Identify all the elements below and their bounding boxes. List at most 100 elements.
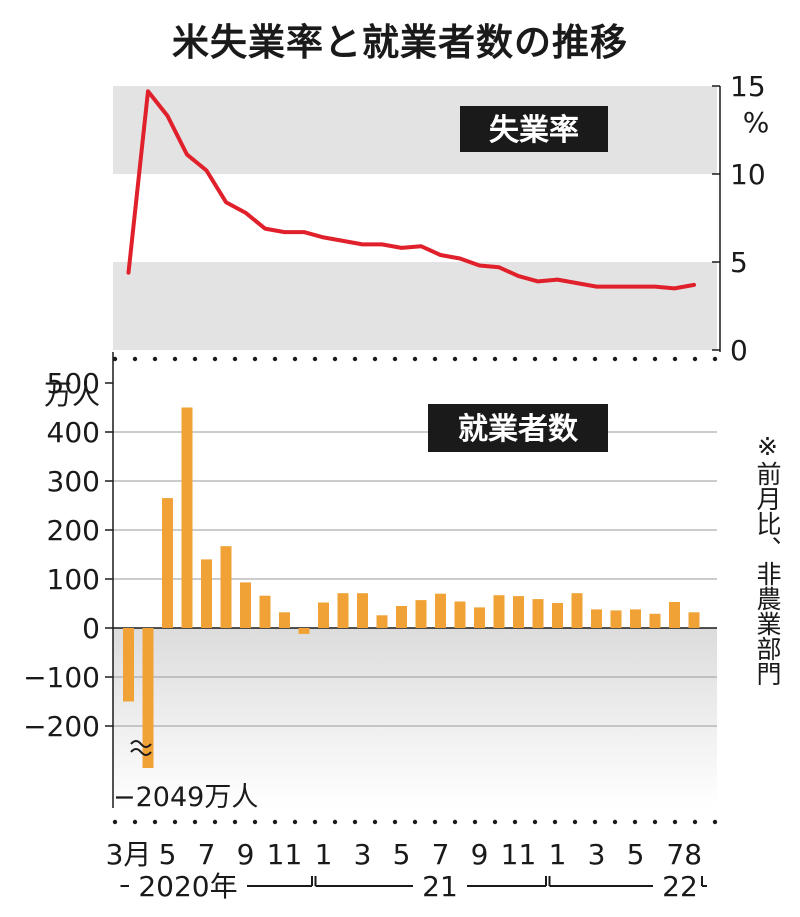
separator-dot	[532, 819, 538, 825]
separator-dot	[552, 819, 558, 825]
separator-dot	[612, 819, 618, 825]
x-month-label: 3	[354, 838, 372, 871]
negative-region	[113, 628, 717, 808]
employment-unit: 万人	[44, 378, 100, 411]
separator-dot	[632, 356, 638, 362]
x-month-label: 7	[198, 838, 216, 871]
separator-dot	[432, 356, 438, 362]
separator-dot	[112, 356, 118, 362]
unemployment-label: 失業率	[489, 113, 579, 148]
separator-dot	[172, 819, 178, 825]
x-month-label: 5	[627, 838, 645, 871]
separator-dot	[692, 819, 698, 825]
employment-bar	[630, 609, 641, 628]
separator-dot	[272, 356, 278, 362]
unemployment-label-box: 失業率	[460, 106, 608, 152]
separator-dot	[592, 356, 598, 362]
employment-bar	[513, 596, 524, 628]
separator-dot	[672, 819, 678, 825]
employment-bar	[474, 607, 485, 628]
x-month-label: 1	[549, 838, 567, 871]
employment-bar	[688, 612, 700, 628]
x-year-label: 2020年	[138, 870, 237, 903]
separator-dot	[472, 356, 478, 362]
employment-bar	[591, 609, 602, 628]
employment-bar	[337, 593, 349, 628]
x-year-label: 22	[662, 870, 698, 903]
x-month-label: 5	[393, 838, 411, 871]
employment-bar	[357, 593, 368, 628]
employment-bar	[201, 559, 212, 628]
employment-bar	[396, 606, 407, 628]
separator-dot	[572, 819, 578, 825]
employment-tick-label: 100	[47, 563, 100, 596]
separator-dot	[232, 819, 238, 825]
separator-dot	[552, 356, 558, 362]
separator-dot	[292, 819, 298, 825]
separator-dot	[712, 356, 718, 362]
employment-bar	[259, 595, 271, 628]
employment-tick-label: 200	[47, 514, 100, 547]
separator-dot	[632, 819, 638, 825]
employment-tick-label: 500	[47, 367, 100, 400]
employment-bar	[552, 603, 563, 628]
separator-dot	[172, 356, 178, 362]
page-title: 米失業率と就業者数の推移	[172, 21, 628, 64]
employment-tick-label: −100	[23, 661, 100, 694]
separator-dot	[492, 356, 498, 362]
separator-dot	[212, 819, 218, 825]
separator-dot	[352, 819, 358, 825]
separator-dot	[412, 356, 418, 362]
x-month-label: 1	[315, 838, 333, 871]
separator-dot	[372, 819, 378, 825]
unemployment-tick-label: 0	[730, 334, 748, 367]
separator-dot	[512, 356, 518, 362]
unemployment-tick-label: 10	[730, 158, 766, 191]
separator-dot	[692, 356, 698, 362]
separator-dot	[672, 356, 678, 362]
x-month-label: 9	[471, 838, 489, 871]
employment-label: 就業者数	[458, 412, 579, 447]
employment-bar	[162, 498, 173, 628]
separator-dot	[252, 819, 258, 825]
separator-dot	[212, 356, 218, 362]
x-month-label: 7	[432, 838, 450, 871]
employment-bar	[181, 407, 193, 628]
employment-bar	[571, 593, 583, 628]
employment-bar	[435, 593, 446, 628]
separator-dot	[492, 819, 498, 825]
employment-bar	[318, 602, 329, 628]
separator-dot	[352, 356, 358, 362]
band-0-5	[113, 262, 717, 350]
x-month-label: 11	[267, 838, 303, 871]
x-month-label: 5	[159, 838, 177, 871]
employment-bar	[415, 600, 427, 628]
separator-dot	[392, 356, 398, 362]
separator-dot	[192, 819, 198, 825]
employment-tick-label: −200	[23, 710, 100, 743]
separator-dot	[252, 356, 258, 362]
x-month-label: 9	[237, 838, 255, 871]
separator-dot	[592, 819, 598, 825]
separator-dot	[112, 819, 118, 825]
separator-dot	[472, 819, 478, 825]
employment-label-box: 就業者数	[428, 404, 608, 452]
separator-dot	[392, 819, 398, 825]
employment-bar	[532, 599, 544, 628]
separator-dot	[292, 356, 298, 362]
employment-bar	[649, 613, 661, 628]
employment-bar	[298, 628, 310, 634]
employment-bar	[123, 628, 134, 702]
employment-tick-label: 400	[47, 416, 100, 449]
separator-dot	[572, 356, 578, 362]
unemployment-unit: %	[743, 106, 770, 139]
separator-dot	[332, 819, 338, 825]
employment-bar	[279, 612, 290, 628]
x-month-label: 78	[666, 838, 702, 871]
employment-bar	[610, 610, 622, 628]
employment-bar	[493, 595, 505, 628]
employment-tick-label: 0	[82, 612, 100, 645]
separator-dot	[132, 819, 138, 825]
separator-dot	[332, 356, 338, 362]
employment-panel: 万人 就業者数 −200 −100 0 100 200 300 400 500 −2049万人	[23, 352, 717, 813]
